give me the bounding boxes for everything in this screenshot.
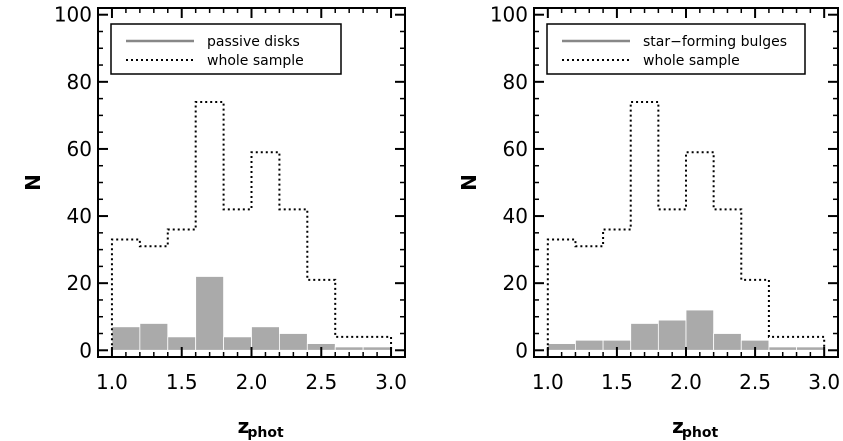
histogram-bar <box>685 309 715 351</box>
y-tick-label: 20 <box>67 271 92 295</box>
x-tick-label: 2.0 <box>236 370 268 394</box>
histogram-bar <box>657 319 687 351</box>
x-axis-label: z <box>672 414 684 438</box>
x-tick-label: 3.0 <box>375 370 407 394</box>
x-tick-label: 1.5 <box>166 370 198 394</box>
histogram-bar <box>111 326 141 351</box>
legend-box <box>546 23 806 75</box>
legend: star−forming bulges whole sample <box>546 23 806 75</box>
histogram-bar <box>575 339 604 351</box>
x-tick-label: 1.5 <box>601 370 633 394</box>
histogram-bar <box>223 336 252 351</box>
y-tick-label: 20 <box>503 271 528 295</box>
histogram-bar <box>713 333 742 351</box>
y-axis-label: N <box>21 174 45 191</box>
histogram-bar <box>334 346 364 351</box>
histogram-bar <box>139 323 169 351</box>
y-tick-label: 60 <box>67 137 92 161</box>
y-tick-label: 40 <box>67 204 92 228</box>
y-tick-label: 0 <box>515 338 528 362</box>
x-tick-label: 3.0 <box>808 370 840 394</box>
whole-sample-step-line <box>110 100 393 351</box>
legend: passive disks whole sample <box>110 23 342 75</box>
x-tick-label: 2.5 <box>305 370 337 394</box>
histogram-bar <box>796 346 825 351</box>
y-axis-label: N <box>457 174 481 191</box>
y-tick-label: 40 <box>503 204 528 228</box>
x-axis-label: z <box>238 414 250 438</box>
x-tick-label: 2.5 <box>739 370 771 394</box>
y-tick-label: 0 <box>79 338 92 362</box>
x-tick-label: 1.0 <box>532 370 564 394</box>
histogram-bar <box>362 346 392 351</box>
x-axis-label-subscript: phot <box>682 425 719 441</box>
histogram-bar <box>547 343 576 351</box>
legend-label-subsample: passive disks <box>207 34 300 50</box>
y-tick-label: 80 <box>67 70 92 94</box>
histogram-bar <box>630 323 659 351</box>
x-tick-label: 1.0 <box>96 370 128 394</box>
histogram-bar <box>251 326 280 351</box>
x-axis-label-subscript: phot <box>247 425 284 441</box>
y-tick-label: 100 <box>490 3 528 27</box>
legend-box <box>110 23 342 75</box>
histogram-bar <box>768 346 797 351</box>
legend-label-subsample: star−forming bulges <box>643 34 787 50</box>
y-tick-label: 60 <box>503 137 528 161</box>
x-tick-label: 2.0 <box>670 370 702 394</box>
y-tick-label: 100 <box>54 3 92 27</box>
legend-label-whole-sample: whole sample <box>643 53 740 69</box>
histogram-bar <box>195 276 224 351</box>
legend-label-whole-sample: whole sample <box>207 53 304 69</box>
y-tick-label: 80 <box>503 70 528 94</box>
histogram-bar <box>279 333 308 351</box>
